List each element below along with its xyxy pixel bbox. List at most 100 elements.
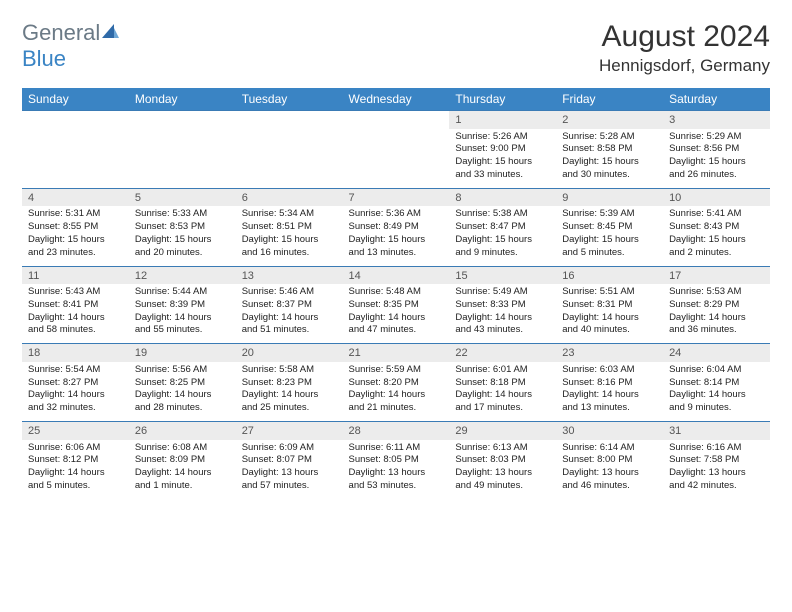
weekday-header-row: Sunday Monday Tuesday Wednesday Thursday… bbox=[22, 88, 770, 111]
sunrise-line: Sunrise: 5:36 AM bbox=[349, 208, 444, 221]
day-detail-row: Sunrise: 5:43 AMSunset: 8:41 PMDaylight:… bbox=[22, 284, 770, 344]
day-number-cell: 4 bbox=[22, 188, 129, 206]
sunrise-line: Sunrise: 6:16 AM bbox=[669, 442, 764, 455]
day-number-cell: 24 bbox=[663, 344, 770, 362]
day-detail-cell: Sunrise: 6:01 AMSunset: 8:18 PMDaylight:… bbox=[449, 362, 556, 422]
sunrise-line: Sunrise: 5:41 AM bbox=[669, 208, 764, 221]
sunset-line: Sunset: 8:43 PM bbox=[669, 221, 764, 234]
sunrise-line: Sunrise: 5:54 AM bbox=[28, 364, 123, 377]
logo: General Blue bbox=[22, 20, 120, 72]
logo-blue: Blue bbox=[22, 46, 66, 71]
daylight-line: Daylight: 14 hours and 17 minutes. bbox=[455, 389, 550, 415]
daylight-line: Daylight: 15 hours and 9 minutes. bbox=[455, 234, 550, 260]
sunset-line: Sunset: 8:55 PM bbox=[28, 221, 123, 234]
sunset-line: Sunset: 8:18 PM bbox=[455, 377, 550, 390]
sunrise-line: Sunrise: 5:46 AM bbox=[242, 286, 337, 299]
sunset-line: Sunset: 8:33 PM bbox=[455, 299, 550, 312]
day-number-cell: 21 bbox=[343, 344, 450, 362]
day-detail-cell bbox=[343, 129, 450, 189]
day-detail-cell: Sunrise: 6:16 AMSunset: 7:58 PMDaylight:… bbox=[663, 440, 770, 499]
sunrise-line: Sunrise: 6:09 AM bbox=[242, 442, 337, 455]
sunrise-line: Sunrise: 5:34 AM bbox=[242, 208, 337, 221]
weekday-header: Wednesday bbox=[343, 88, 450, 111]
daylight-line: Daylight: 14 hours and 47 minutes. bbox=[349, 312, 444, 338]
sunrise-line: Sunrise: 6:04 AM bbox=[669, 364, 764, 377]
logo-sail-icon bbox=[100, 20, 120, 46]
sunrise-line: Sunrise: 5:38 AM bbox=[455, 208, 550, 221]
sunrise-line: Sunrise: 5:51 AM bbox=[562, 286, 657, 299]
day-number-cell: 12 bbox=[129, 266, 236, 284]
day-number-cell: 8 bbox=[449, 188, 556, 206]
sunset-line: Sunset: 8:03 PM bbox=[455, 454, 550, 467]
day-detail-cell: Sunrise: 5:58 AMSunset: 8:23 PMDaylight:… bbox=[236, 362, 343, 422]
day-detail-cell: Sunrise: 5:36 AMSunset: 8:49 PMDaylight:… bbox=[343, 206, 450, 266]
day-number-cell: 18 bbox=[22, 344, 129, 362]
calendar-table: Sunday Monday Tuesday Wednesday Thursday… bbox=[22, 88, 770, 499]
daylight-line: Daylight: 14 hours and 40 minutes. bbox=[562, 312, 657, 338]
weekday-header: Tuesday bbox=[236, 88, 343, 111]
day-number-cell: 31 bbox=[663, 422, 770, 440]
day-detail-cell: Sunrise: 6:13 AMSunset: 8:03 PMDaylight:… bbox=[449, 440, 556, 499]
weekday-header: Friday bbox=[556, 88, 663, 111]
sunset-line: Sunset: 8:27 PM bbox=[28, 377, 123, 390]
sunrise-line: Sunrise: 5:31 AM bbox=[28, 208, 123, 221]
daylight-line: Daylight: 14 hours and 36 minutes. bbox=[669, 312, 764, 338]
sunset-line: Sunset: 8:12 PM bbox=[28, 454, 123, 467]
day-detail-cell: Sunrise: 6:14 AMSunset: 8:00 PMDaylight:… bbox=[556, 440, 663, 499]
daylight-line: Daylight: 14 hours and 25 minutes. bbox=[242, 389, 337, 415]
daylight-line: Daylight: 14 hours and 9 minutes. bbox=[669, 389, 764, 415]
day-number-cell: 25 bbox=[22, 422, 129, 440]
header: General Blue August 2024 Hennigsdorf, Ge… bbox=[22, 20, 770, 76]
daylight-line: Daylight: 13 hours and 49 minutes. bbox=[455, 467, 550, 493]
sunset-line: Sunset: 8:49 PM bbox=[349, 221, 444, 234]
sunrise-line: Sunrise: 6:06 AM bbox=[28, 442, 123, 455]
day-number-cell: 13 bbox=[236, 266, 343, 284]
day-detail-row: Sunrise: 6:06 AMSunset: 8:12 PMDaylight:… bbox=[22, 440, 770, 499]
sunrise-line: Sunrise: 5:29 AM bbox=[669, 131, 764, 144]
day-number-cell: 5 bbox=[129, 188, 236, 206]
daylight-line: Daylight: 13 hours and 57 minutes. bbox=[242, 467, 337, 493]
day-number-cell bbox=[129, 111, 236, 129]
day-number-cell bbox=[236, 111, 343, 129]
daylight-line: Daylight: 14 hours and 1 minute. bbox=[135, 467, 230, 493]
daylight-line: Daylight: 14 hours and 32 minutes. bbox=[28, 389, 123, 415]
day-number-cell bbox=[343, 111, 450, 129]
day-detail-row: Sunrise: 5:54 AMSunset: 8:27 PMDaylight:… bbox=[22, 362, 770, 422]
day-number-cell: 9 bbox=[556, 188, 663, 206]
day-number-cell: 19 bbox=[129, 344, 236, 362]
day-number-cell: 27 bbox=[236, 422, 343, 440]
location: Hennigsdorf, Germany bbox=[599, 56, 770, 76]
daylight-line: Daylight: 15 hours and 5 minutes. bbox=[562, 234, 657, 260]
day-number-cell: 2 bbox=[556, 111, 663, 129]
sunset-line: Sunset: 8:56 PM bbox=[669, 143, 764, 156]
sunset-line: Sunset: 8:05 PM bbox=[349, 454, 444, 467]
day-number-cell: 6 bbox=[236, 188, 343, 206]
daylight-line: Daylight: 15 hours and 20 minutes. bbox=[135, 234, 230, 260]
sunset-line: Sunset: 8:35 PM bbox=[349, 299, 444, 312]
sunset-line: Sunset: 8:25 PM bbox=[135, 377, 230, 390]
sunset-line: Sunset: 8:20 PM bbox=[349, 377, 444, 390]
day-number-row: 123 bbox=[22, 111, 770, 129]
day-detail-cell: Sunrise: 5:43 AMSunset: 8:41 PMDaylight:… bbox=[22, 284, 129, 344]
day-number-cell bbox=[22, 111, 129, 129]
sunset-line: Sunset: 8:00 PM bbox=[562, 454, 657, 467]
day-detail-cell: Sunrise: 5:29 AMSunset: 8:56 PMDaylight:… bbox=[663, 129, 770, 189]
day-detail-cell: Sunrise: 6:03 AMSunset: 8:16 PMDaylight:… bbox=[556, 362, 663, 422]
day-detail-cell: Sunrise: 5:53 AMSunset: 8:29 PMDaylight:… bbox=[663, 284, 770, 344]
daylight-line: Daylight: 14 hours and 55 minutes. bbox=[135, 312, 230, 338]
month-title: August 2024 bbox=[599, 20, 770, 54]
weekday-header: Thursday bbox=[449, 88, 556, 111]
sunset-line: Sunset: 8:58 PM bbox=[562, 143, 657, 156]
day-number-cell: 1 bbox=[449, 111, 556, 129]
sunrise-line: Sunrise: 6:11 AM bbox=[349, 442, 444, 455]
day-detail-row: Sunrise: 5:26 AMSunset: 9:00 PMDaylight:… bbox=[22, 129, 770, 189]
day-detail-cell: Sunrise: 5:54 AMSunset: 8:27 PMDaylight:… bbox=[22, 362, 129, 422]
sunrise-line: Sunrise: 6:13 AM bbox=[455, 442, 550, 455]
day-detail-cell: Sunrise: 6:04 AMSunset: 8:14 PMDaylight:… bbox=[663, 362, 770, 422]
day-detail-cell: Sunrise: 5:59 AMSunset: 8:20 PMDaylight:… bbox=[343, 362, 450, 422]
day-number-cell: 3 bbox=[663, 111, 770, 129]
day-detail-cell: Sunrise: 5:46 AMSunset: 8:37 PMDaylight:… bbox=[236, 284, 343, 344]
day-detail-cell: Sunrise: 6:08 AMSunset: 8:09 PMDaylight:… bbox=[129, 440, 236, 499]
daylight-line: Daylight: 14 hours and 21 minutes. bbox=[349, 389, 444, 415]
daylight-line: Daylight: 14 hours and 5 minutes. bbox=[28, 467, 123, 493]
